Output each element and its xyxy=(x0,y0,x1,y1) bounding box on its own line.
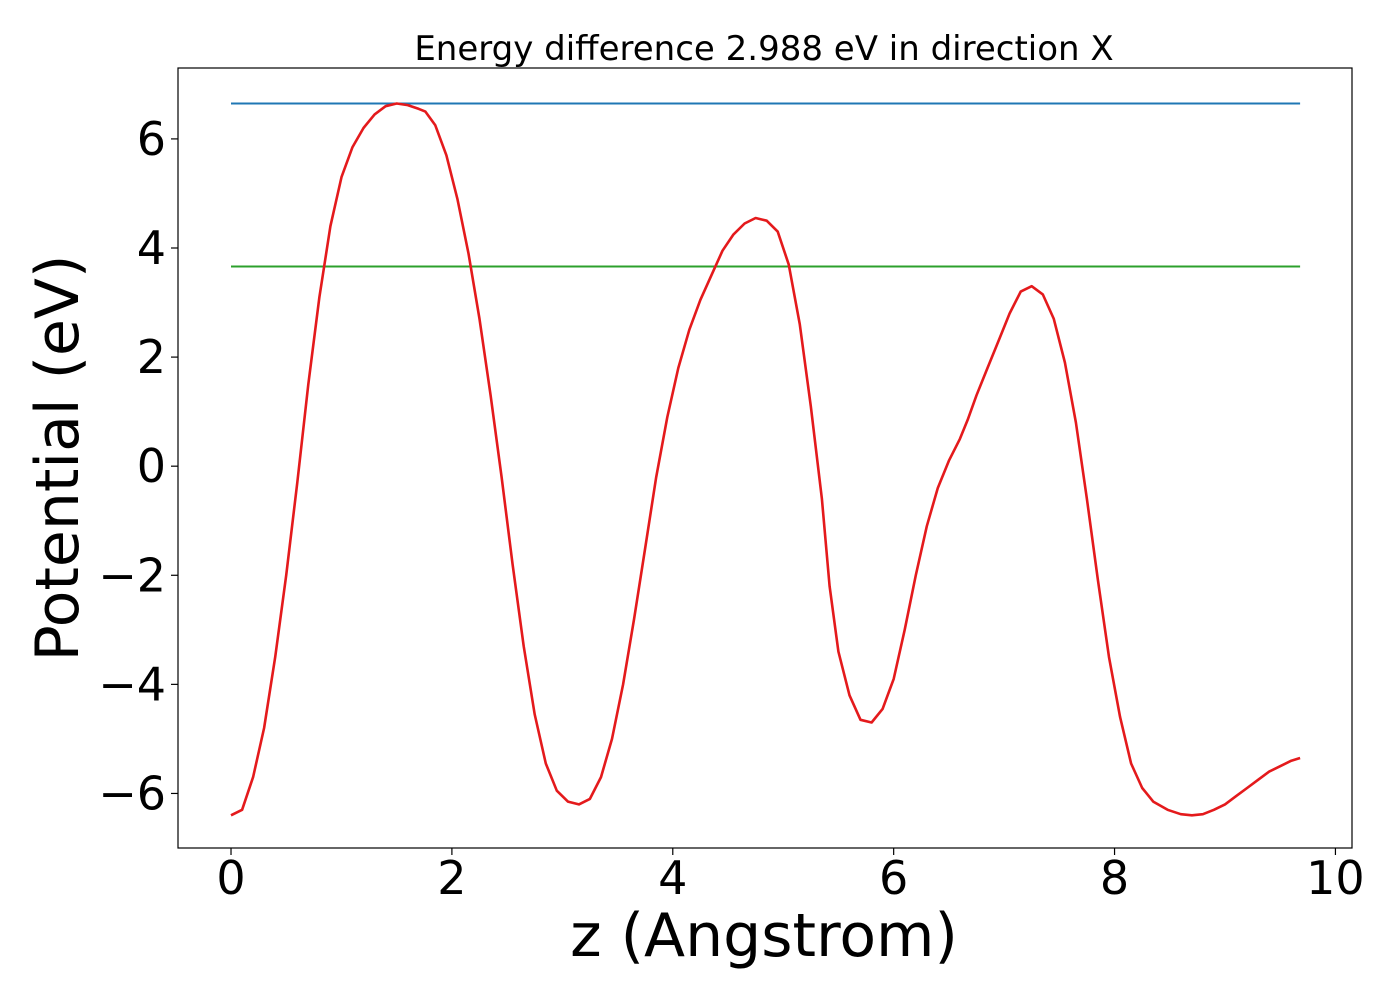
y-tick-label: 4 xyxy=(137,221,166,275)
x-tick-label: 8 xyxy=(1100,851,1129,905)
y-tick-label: 6 xyxy=(137,112,166,166)
tick-layer: 0 2 4 6 8 10 −6 −4 −2 0 2 4 6 xyxy=(98,112,1365,905)
y-tick-label: −4 xyxy=(98,657,166,711)
x-tick-label: 6 xyxy=(879,851,908,905)
y-tick-label: 2 xyxy=(137,330,166,384)
x-tick-label: 10 xyxy=(1306,851,1365,905)
y-axis-label: Potential (eV) xyxy=(23,255,93,662)
y-tick-label: −6 xyxy=(98,766,166,820)
x-axis-label: z (Angstrom) xyxy=(570,901,958,971)
plot-frame xyxy=(177,67,1353,849)
series-layer xyxy=(230,102,1301,817)
chart-title: Energy difference 2.988 eV in direction … xyxy=(414,29,1113,69)
x-tick-label: 2 xyxy=(437,851,466,905)
y-tick-label: 0 xyxy=(137,439,166,493)
y-tick-label: −2 xyxy=(98,548,166,602)
x-tick-label: 0 xyxy=(216,851,245,905)
series-line-3 xyxy=(230,102,1301,817)
x-tick-label: 4 xyxy=(658,851,687,905)
